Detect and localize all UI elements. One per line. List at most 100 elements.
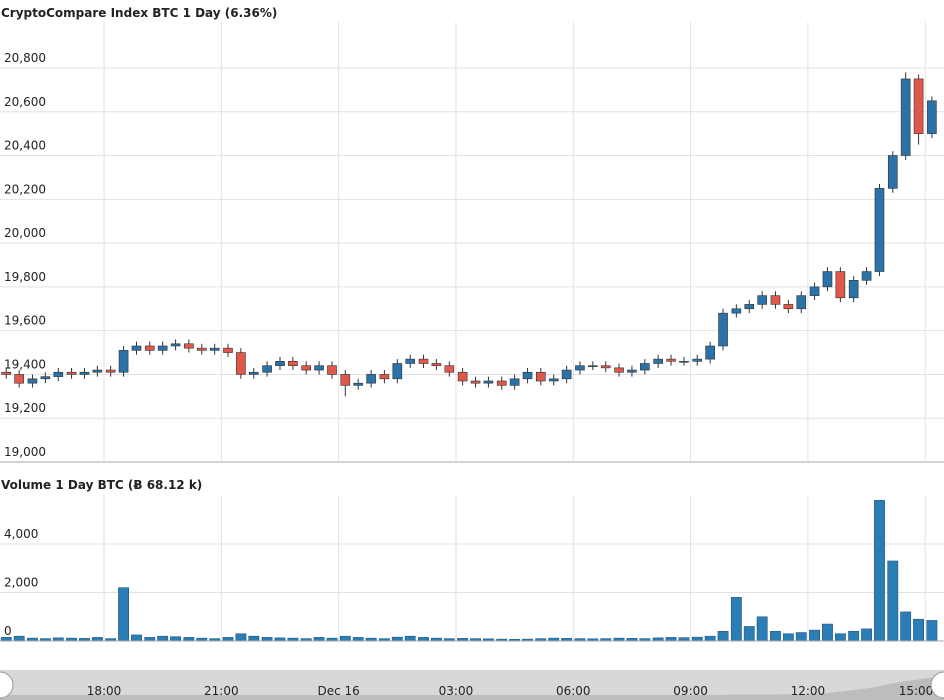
candle-body [705,345,715,360]
volume-bar [144,637,156,642]
candle-body [14,374,24,384]
candle-body [301,365,312,371]
candle-body [887,155,898,189]
candle-body [744,304,755,310]
candle-body [757,295,767,305]
candle-body [614,367,624,373]
candle-body [653,358,663,364]
volume-bar [756,616,768,642]
y-tick-label: 4,000 [4,527,38,541]
volume-bar [678,637,690,642]
volume-bar [861,628,872,642]
price-title: CryptoCompare Index BTC 1 Day (6.36%) [1,6,277,20]
x-tick-label: 21:00 [204,684,239,698]
candle-body [405,358,416,364]
candle-body [40,376,51,380]
candle-body [496,380,507,386]
volume-bar [834,633,846,642]
candle-body [483,380,494,384]
candle-body [288,361,298,366]
candle-body [848,280,859,299]
volume-bar [222,637,234,642]
volume-bar [743,626,755,642]
candle-body [874,188,885,272]
x-tick-label: 15:00 [899,684,934,698]
candle-body [105,369,116,373]
candle-body [418,358,429,364]
y-tick-label: 19,400 [4,357,46,371]
volume-bar [691,636,703,642]
candle-body [796,295,807,310]
volume-bar [0,637,12,642]
volume-bar [665,637,677,642]
candle-body [692,358,703,362]
candle-body [783,304,794,310]
candle-body [913,78,924,134]
candle-body [196,347,207,351]
candle-body [835,271,846,299]
candle-body [1,371,12,375]
candle-body [118,350,129,373]
y-tick-label: 20,600 [4,95,46,109]
candle-body [444,365,455,373]
volume-bar [926,620,938,642]
candle-body [92,369,103,373]
volume-bar [822,623,833,642]
y-tick-label: 19,000 [4,445,46,459]
volume-bar [809,629,820,642]
volume-title: Volume 1 Day BTC (Ƀ 68.12 k) [1,478,202,492]
volume-bar [261,637,273,642]
candle-body [340,374,351,386]
candle-body [457,371,468,382]
candle-body [575,365,585,371]
candle-body [327,365,337,375]
y-tick-label: 19,800 [4,270,46,284]
volume-bar [170,636,181,642]
candle-body [509,378,520,386]
candle-body [731,308,742,314]
volume-bar [352,637,364,642]
volume-bar [730,597,742,642]
candle-body [27,378,38,384]
volume-bar [131,634,142,642]
candle-body [640,363,650,371]
volume-bar [887,560,899,642]
y-tick-label: 19,600 [4,314,46,328]
candle-body [209,347,220,351]
volume-bar [391,636,403,642]
volume-bar [782,633,794,642]
candle-body [353,382,364,386]
y-tick-label: 20,200 [4,182,46,196]
navigator-handle-left[interactable] [0,671,14,699]
candle-body [470,380,481,384]
candle-body [679,361,689,363]
candle-body [627,369,637,373]
volume-bar [157,635,169,642]
candle-body [861,271,872,281]
volume-bar [118,587,129,642]
candle-body [561,369,572,380]
candle-body [900,78,911,156]
volume-bar [874,500,885,642]
x-tick-label: Dec 16 [317,684,359,698]
candle-body [718,312,728,347]
candle-body [927,100,937,134]
y-tick-label: 0 [4,624,12,638]
candle-body [588,365,598,367]
y-tick-label: 19,200 [4,401,46,415]
navigator-handle-right[interactable] [930,671,944,699]
candle-body [536,371,546,382]
candle-body [379,374,390,380]
candle-body [392,363,403,380]
candle-body [236,352,246,375]
candle-body [431,363,442,366]
y-tick-label: 20,400 [4,139,46,153]
volume-bar [183,637,195,642]
x-tick-label: 06:00 [556,684,591,698]
candle-body [131,345,142,351]
navigator-series [0,676,944,700]
x-tick-label: 03:00 [439,684,474,698]
candle-body [522,371,533,380]
volume-bar [418,637,429,642]
